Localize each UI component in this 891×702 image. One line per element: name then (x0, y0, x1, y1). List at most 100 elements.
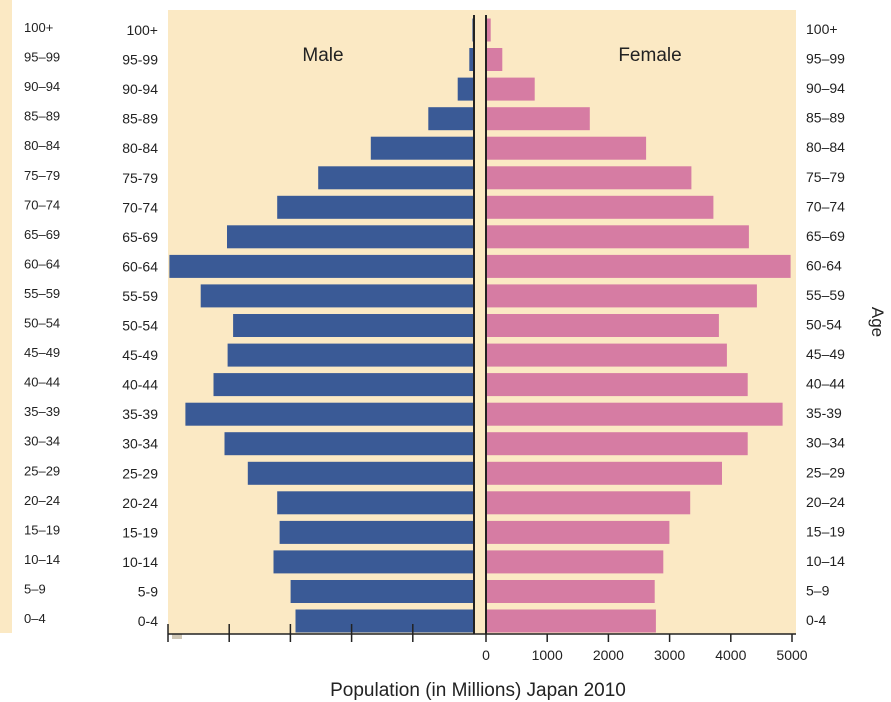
male-axis-ticks (167, 624, 414, 642)
left-partial-label: 65–69 (24, 227, 60, 242)
age-label: 35-39 (122, 406, 158, 422)
male-bar-25-29 (247, 461, 473, 485)
left-partial-label: 100+ (24, 20, 53, 35)
female-bar-45-49 (487, 343, 727, 367)
male-bar-35-39 (185, 402, 473, 426)
right-age-label: 35-39 (806, 405, 842, 421)
age-label: 5-9 (138, 584, 158, 600)
x-tick-label: 3000 (654, 647, 685, 663)
right-age-label: 40–44 (806, 376, 845, 392)
female-bar-100+ (487, 18, 491, 42)
right-age-label: 20–24 (806, 494, 845, 510)
right-age-label: 50-54 (806, 317, 842, 333)
male-bar-50-54 (233, 314, 473, 337)
left-strip-background (0, 0, 12, 633)
left-partial-label: 45–49 (24, 345, 60, 360)
x-tick-label: 1000 (532, 647, 563, 663)
male-bar-100+ (472, 18, 473, 42)
age-label: 75-79 (122, 170, 158, 186)
male-bar-80-84 (370, 136, 473, 160)
left-partial-label: 0–4 (24, 611, 46, 626)
x-tick-label: 5000 (776, 647, 807, 663)
right-age-label: 15–19 (806, 523, 845, 539)
age-label: 60-64 (122, 258, 158, 274)
age-label: 80-84 (122, 140, 158, 156)
left-partial-label: 35–39 (24, 404, 60, 419)
age-label: 95-99 (122, 52, 158, 68)
left-partial-label: 5–9 (24, 582, 46, 597)
age-label: 20-24 (122, 495, 158, 511)
age-label: 100+ (126, 22, 158, 38)
x-tick-label: 2000 (593, 647, 624, 663)
female-bar-65-69 (487, 225, 749, 249)
age-label: 45-49 (122, 347, 158, 363)
female-bar-70-74 (487, 195, 714, 219)
right-age-label: 5–9 (806, 583, 830, 599)
right-age-label: 45–49 (806, 346, 845, 362)
right-age-label: 100+ (806, 21, 838, 37)
left-partial-label: 15–19 (24, 522, 60, 537)
left-partial-label: 95–99 (24, 50, 60, 65)
left-partial-labels: 0–4 5–9 10–14 15–19 20–24 25–29 30–34 35–39 40–4… (24, 20, 60, 626)
legend-female-label: Female (618, 45, 681, 66)
age-label: 70-74 (122, 199, 158, 215)
age-label: 10-14 (122, 554, 158, 570)
male-bars (169, 18, 473, 633)
female-bar-75-79 (487, 166, 692, 190)
male-bar-70-74 (277, 195, 473, 219)
x-axis-ticks: 0 1000 2000 3000 4000 5000 (482, 634, 808, 663)
male-bar-45-49 (227, 343, 473, 367)
left-partial-label: 85–89 (24, 109, 60, 124)
female-bar-10-14 (487, 550, 664, 574)
left-partial-label: 70–74 (24, 197, 60, 212)
male-bar-10-14 (273, 550, 473, 574)
male-bar-5-9 (290, 580, 473, 603)
left-partial-label: 30–34 (24, 434, 60, 449)
age-label: 85-89 (122, 111, 158, 127)
left-partial-label: 40–44 (24, 375, 60, 390)
age-label: 40-44 (122, 377, 158, 393)
male-bar-20-24 (277, 491, 473, 515)
female-bar-55-59 (487, 284, 757, 308)
male-bar-15-19 (279, 520, 473, 544)
right-age-label: 0-4 (806, 612, 826, 628)
female-bar-25-29 (487, 461, 722, 485)
age-label: 30-34 (122, 436, 158, 452)
age-label: 65-69 (122, 229, 158, 245)
left-partial-label: 75–79 (24, 168, 60, 183)
left-partial-label: 25–29 (24, 463, 60, 478)
female-bar-50-54 (487, 314, 719, 337)
age-label: 0-4 (138, 613, 158, 629)
female-bar-20-24 (487, 491, 691, 515)
left-partial-label: 55–59 (24, 286, 60, 301)
male-bar-0-4 (295, 609, 473, 633)
female-bars (487, 18, 791, 633)
female-bar-60-64 (487, 254, 791, 278)
right-age-label: 90–94 (806, 80, 845, 96)
age-label: 15-19 (122, 524, 158, 540)
male-bar-75-79 (318, 166, 473, 190)
female-bar-0-4 (487, 609, 656, 633)
female-bar-5-9 (487, 580, 655, 603)
female-bar-80-84 (487, 136, 647, 160)
right-age-label: 60-64 (806, 257, 842, 273)
right-age-label: 70–74 (806, 198, 845, 214)
female-bar-40-44 (487, 373, 748, 397)
left-partial-label: 20–24 (24, 493, 60, 508)
right-age-label: 55–59 (806, 287, 845, 303)
right-age-label: 30–34 (806, 435, 845, 451)
left-partial-label: 80–84 (24, 138, 60, 153)
left-partial-label: 50–54 (24, 316, 60, 331)
right-age-label: 65–69 (806, 228, 845, 244)
female-bar-95-99 (487, 48, 503, 71)
right-age-label: 25–29 (806, 464, 845, 480)
male-bar-30-34 (224, 432, 473, 456)
left-partial-label: 60–64 (24, 256, 60, 271)
male-bar-95-99 (469, 48, 473, 71)
female-bar-15-19 (487, 520, 670, 544)
male-bar-55-59 (200, 284, 473, 308)
male-bar-40-44 (213, 373, 473, 397)
x-axis-label: Population (in Millions) Japan 2010 (330, 680, 626, 701)
right-age-label: 95–99 (806, 51, 845, 67)
